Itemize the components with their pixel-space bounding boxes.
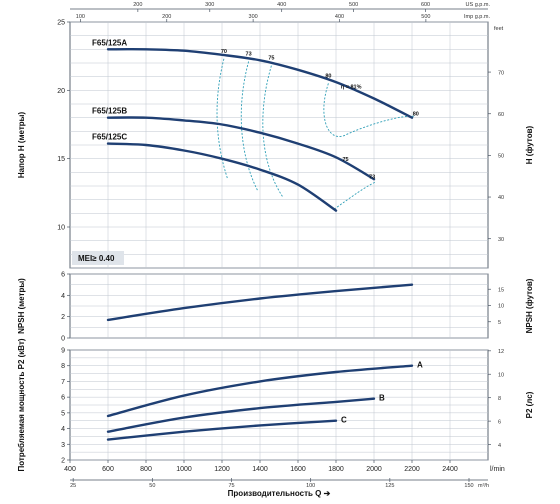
x-axis-tick-label: 1000 [176, 466, 192, 473]
top-axis-imp-tick-label: 500 [421, 14, 430, 20]
x-axis-tick-label: 1600 [290, 466, 306, 473]
power-ytick-label: 5 [61, 410, 65, 417]
head-series-line-0 [106, 48, 414, 119]
power-ytick-label: 7 [61, 379, 65, 386]
top-axis-us-tick-label: 500 [349, 2, 358, 8]
efficiency-label-6: 75 [342, 157, 348, 163]
npsh-rtick-label: 10 [498, 304, 504, 310]
top-axis-imp-tick-label: 100 [76, 14, 85, 20]
npsh-rtick-label: 5 [498, 320, 501, 326]
power-series-line-1 [106, 397, 376, 433]
x-axis-m3h-tick-label: 75 [228, 483, 234, 489]
head-rtick-label: 70 [498, 70, 504, 76]
head-rtick-label: 50 [498, 154, 504, 160]
efficiency-label-3: 80 [325, 73, 331, 79]
efficiency-isoline [333, 181, 377, 210]
npsh-rtick-label: 15 [498, 287, 504, 293]
mei-annotation-text: MEI≥ 0.40 [78, 254, 115, 263]
power-series-label-2: C [341, 416, 347, 425]
x-axis-units: l/min [490, 466, 505, 473]
head-ylabel: Напор H (метры) [17, 112, 26, 179]
head-series-label-0: F65/125A [92, 38, 127, 47]
mei-annotation-bg [72, 251, 124, 265]
head-rtick-label: 60 [498, 112, 504, 118]
head-series-label-1: F65/125B [92, 107, 127, 116]
x-axis-m3h-tick-label: 100 [306, 483, 315, 489]
power-ytick-label: 4 [61, 426, 65, 433]
npsh-ytick-label: 2 [61, 314, 65, 321]
top-axis-us-tick-label: 600 [421, 2, 430, 8]
top-axis-us-tick-label: 300 [205, 2, 214, 8]
x-axis-tick-label: 2400 [442, 466, 458, 473]
efficiency-label-0: 70 [221, 49, 227, 55]
x-axis-m3h-tick-label: 50 [149, 483, 155, 489]
efficiency-label-4: η = 81% [341, 84, 362, 90]
efficiency-label-5: 80 [413, 112, 419, 118]
efficiency-isoline [240, 61, 259, 192]
head-ytick-label: 20 [57, 88, 65, 95]
head-series-line-2 [106, 142, 338, 212]
efficiency-isoline [323, 83, 414, 137]
npsh-ytick-label: 6 [61, 272, 65, 279]
power-rtick-label: 8 [498, 396, 501, 402]
head-rtick-label: 40 [498, 195, 504, 201]
x-axis-tick-label: 400 [64, 466, 76, 473]
power-ytick-label: 6 [61, 395, 65, 402]
x-axis-tick-label: 600 [102, 466, 114, 473]
mei-annotation: MEI≥ 0.40 [72, 251, 124, 265]
power-series-label-1: B [379, 394, 385, 403]
npsh-ytick-label: 4 [61, 293, 65, 300]
top-axis-imp-tick-label: 400 [335, 14, 344, 20]
efficiency-label-7: 73 [369, 175, 375, 181]
power-ytick-label: 9 [61, 348, 65, 355]
head-series-label-2: F65/125C [92, 133, 127, 142]
top-axis-imp-tick-label: 300 [249, 14, 258, 20]
head-right-unit-label: feet [494, 26, 504, 32]
power-ytick-label: 2 [61, 458, 65, 465]
power-ytick-label: 8 [61, 363, 65, 370]
power-ylabel-right: P2 (лс) [525, 391, 534, 418]
efficiency-label-2: 75 [268, 56, 274, 62]
top-axis-us-label: US g.p.m. [466, 2, 491, 8]
x-axis-m3h-tick-label: 150 [464, 483, 473, 489]
x-axis-label: Производительность Q ➔ [228, 489, 331, 498]
npsh-series-line-0 [106, 283, 414, 322]
x-axis-tick-label: 1800 [328, 466, 344, 473]
npsh-ylabel-right: NPSH (футов) [525, 278, 534, 333]
power-rtick-label: 10 [498, 372, 504, 378]
power-ytick-label: 3 [61, 442, 65, 449]
power-rtick-label: 4 [498, 443, 501, 449]
head-series-line-1 [106, 116, 376, 181]
x-axis-tick-label: 2200 [404, 466, 420, 473]
head-rtick-label: 30 [498, 237, 504, 243]
efficiency-label-1: 73 [246, 52, 252, 58]
top-axis-us-tick-label: 200 [133, 2, 142, 8]
x-axis-m3h-tick-label: 125 [385, 483, 394, 489]
power-series-line-0 [106, 364, 414, 418]
top-axis-imp-label: Imp g.p.m. [464, 14, 490, 20]
power-series-line-2 [106, 419, 338, 441]
top-axis-imp-tick-label: 200 [162, 14, 171, 20]
x-axis-tick-label: 800 [140, 466, 152, 473]
efficiency-isoline [262, 65, 284, 198]
power-rtick-label: 6 [498, 419, 501, 425]
power-ylabel: Потребляемая мощность P2 (кВт) [17, 338, 26, 471]
npsh-ylabel: NPSH (метры) [17, 278, 26, 334]
head-ytick-label: 10 [57, 225, 65, 232]
top-axis-us-tick-label: 400 [277, 2, 286, 8]
x-axis-m3h-tick-label: 25 [70, 483, 76, 489]
npsh-ytick-label: 0 [61, 336, 65, 343]
head-ytick-label: 25 [57, 20, 65, 27]
x-axis-tick-label: 1200 [214, 466, 230, 473]
head-ytick-label: 15 [57, 156, 65, 163]
x-axis-tick-label: 2000 [366, 466, 382, 473]
power-rtick-label: 12 [498, 349, 504, 355]
x-axis-m3h-units: m³/h [478, 483, 489, 489]
x-axis-tick-label: 1400 [252, 466, 268, 473]
head-ylabel-right: H (футов) [525, 125, 534, 164]
power-series-label-0: A [417, 361, 423, 370]
